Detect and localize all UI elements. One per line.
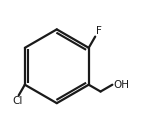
- Text: F: F: [96, 26, 102, 36]
- Text: OH: OH: [113, 80, 129, 90]
- Text: Cl: Cl: [13, 96, 23, 106]
